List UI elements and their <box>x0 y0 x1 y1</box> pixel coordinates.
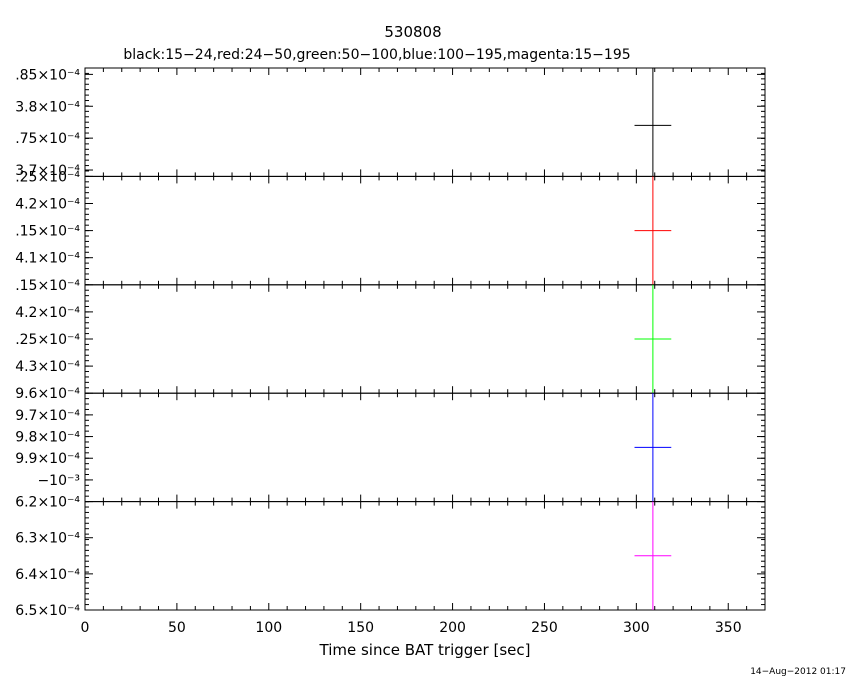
panel-5: 6.2×10⁻⁴ 6.3×10⁻⁴ 6.4×10⁻⁴ 6.5×10⁻⁴ <box>15 495 766 619</box>
y-tick-label: 4.3×10⁻⁴ <box>15 359 80 375</box>
x-tick-label: 0 <box>81 620 90 636</box>
x-tick-label: 250 <box>531 620 558 636</box>
panel-1: .85×10⁻⁴ 3.8×10⁻⁴ .75×10⁻⁴ 3.7×10⁻⁴ <box>15 67 766 179</box>
y-tick-label: 4.2×10⁻⁴ <box>15 305 80 321</box>
x-axis: 0 50 100 150 200 250 300 350 <box>81 620 742 636</box>
y-tick-label: 9.9×10⁻⁴ <box>15 451 80 467</box>
x-tick-label: 200 <box>439 620 466 636</box>
y-tick-label: .75×10⁻⁴ <box>15 131 80 147</box>
x-tick-label: 350 <box>715 620 742 636</box>
y-tick-label: .15×10⁻⁴ <box>15 278 80 294</box>
y-tick-label: 3.8×10⁻⁴ <box>15 99 80 115</box>
x-tick-label: 150 <box>347 620 374 636</box>
panel-2: .25×10⁻⁴ 4.2×10⁻⁴ .15×10⁻⁴ 4.1×10⁻⁴ <box>15 169 766 286</box>
panel-4: 9.6×10⁻⁴ 9.7×10⁻⁴ 9.8×10⁻⁴ 9.9×10⁻⁴ −10⁻³ <box>15 386 766 503</box>
y-tick-label: 4.1×10⁻⁴ <box>15 251 80 267</box>
y-tick-label: 6.2×10⁻⁴ <box>15 495 80 511</box>
chart-title: 530808 <box>384 23 441 41</box>
y-tick-label: 6.3×10⁻⁴ <box>15 531 80 547</box>
y-tick-label: 3.7×10⁻⁴ <box>15 163 80 179</box>
y-tick-label: .15×10⁻⁴ <box>15 224 80 240</box>
y-tick-label: 6.5×10⁻⁴ <box>15 603 80 619</box>
x-tick-label: 100 <box>255 620 282 636</box>
panel-frame <box>84 67 766 177</box>
y-tick-label: 9.6×10⁻⁴ <box>15 386 80 402</box>
x-tick-label: 50 <box>168 620 186 636</box>
y-tick-label: .85×10⁻⁴ <box>15 67 80 83</box>
y-tick-label: 6.4×10⁻⁴ <box>15 567 80 583</box>
y-tick-label: 9.8×10⁻⁴ <box>15 430 80 446</box>
y-tick-label: 9.7×10⁻⁴ <box>15 408 80 424</box>
y-tick-label: .25×10⁻⁴ <box>15 332 80 348</box>
panels-group: .85×10⁻⁴3.8×10⁻⁴.75×10⁻⁴3.7×10⁻⁴.25×10⁻⁴… <box>15 67 766 619</box>
x-tick-label: 300 <box>623 620 650 636</box>
panel-3: .15×10⁻⁴ 4.2×10⁻⁴ .25×10⁻⁴ 4.3×10⁻⁴ <box>15 278 766 394</box>
footer-timestamp: 14−Aug−2012 01:17 <box>750 667 846 677</box>
chart-subtitle: black:15−24,red:24−50,green:50−100,blue:… <box>123 47 630 63</box>
y-tick-label: −10⁻³ <box>37 473 80 489</box>
y-tick-label: .25×10⁻⁴ <box>15 169 80 185</box>
y-tick-label: 4.2×10⁻⁴ <box>15 197 80 213</box>
x-axis-label: Time since BAT trigger [sec] <box>319 641 531 659</box>
